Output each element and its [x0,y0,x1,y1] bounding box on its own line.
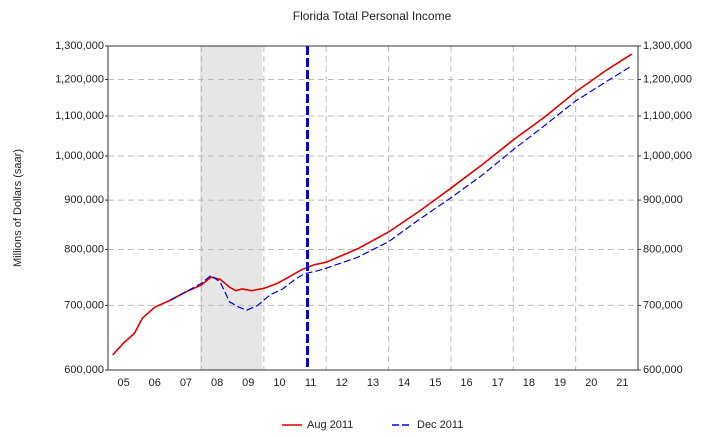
x-tick-label: 16 [460,377,472,389]
x-tick-label: 13 [367,377,379,389]
y-tick-label: 600,000 [64,364,104,376]
y-tick-label: 900,000 [64,194,104,206]
x-tick-label: 20 [585,377,597,389]
x-tick-label: 19 [554,377,566,389]
y-tick-label: 700,000 [64,299,104,311]
y-tick-label: 1,100,000 [55,110,104,122]
x-tick-label: 10 [273,377,285,389]
y-axis-label: Millions of Dollars (saar) [12,149,24,267]
y2-tick-label: 1,000,000 [643,150,692,162]
plot-frame [107,45,639,371]
y2-tick-label: 1,300,000 [643,40,692,52]
y-tick-label: 1,000,000 [55,150,104,162]
x-tick-label: 08 [211,377,223,389]
x-tick-label: 17 [492,377,504,389]
series-line [170,65,633,311]
y2-tick-label: 900,000 [643,194,683,206]
y-tick-label: 1,200,000 [55,73,104,85]
y-tick-label: 800,000 [64,243,104,255]
recession-shade [199,46,263,370]
series-line [112,53,633,356]
x-tick-label: 21 [616,377,628,389]
legend-label: Dec 2011 [417,419,463,431]
x-tick-label: 14 [398,377,410,389]
y2-tick-label: 1,100,000 [643,110,692,122]
y2-tick-label: 700,000 [643,299,683,311]
y-tick-label: 1,300,000 [55,40,104,52]
x-tick-label: 07 [180,377,192,389]
y2-tick-label: 600,000 [643,364,683,376]
x-tick-label: 15 [429,377,441,389]
x-tick-label: 18 [523,377,535,389]
legend-label: Aug 2011 [307,419,353,431]
x-tick-label: 05 [117,377,129,389]
x-tick-label: 09 [242,377,254,389]
x-tick-label: 12 [336,377,348,389]
x-tick-label: 11 [305,377,316,389]
y2-tick-label: 1,200,000 [643,73,692,85]
x-tick-label: 06 [149,377,161,389]
y2-tick-label: 800,000 [643,243,683,255]
chart-title: Florida Total Personal Income [293,9,452,23]
